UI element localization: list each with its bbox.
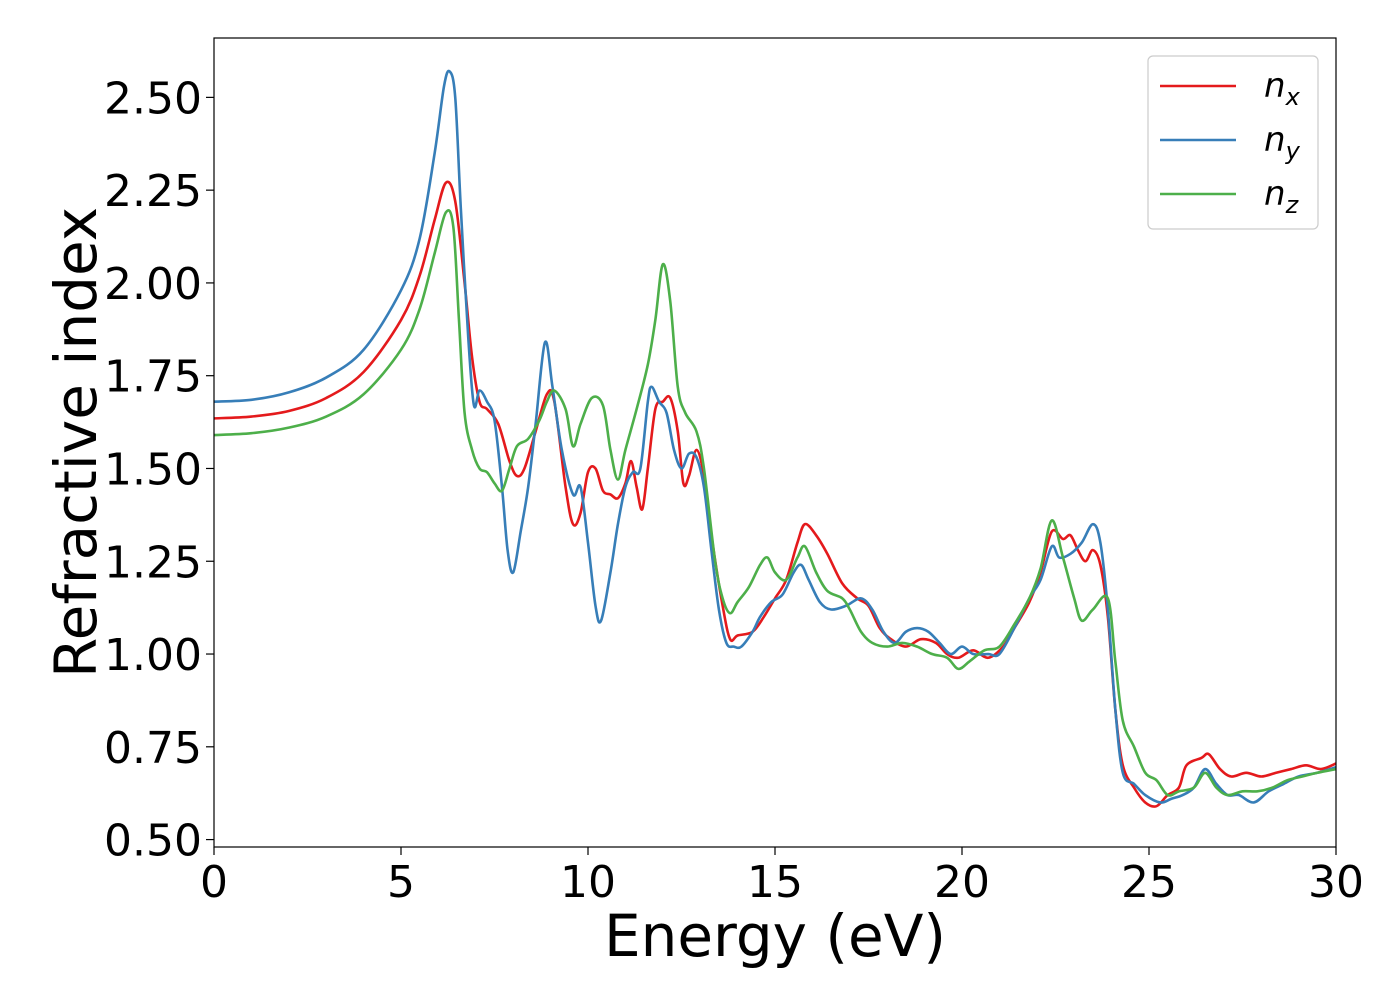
x-axis-title: Energy (eV) xyxy=(604,902,946,970)
x-tick-label: 25 xyxy=(1121,857,1177,908)
x-tick-label: 10 xyxy=(560,857,616,908)
x-axis-ticks: 0 5 10 15 20 25 30 xyxy=(200,847,1364,908)
y-axis-title: Refractive index xyxy=(42,207,110,678)
series-line-nz xyxy=(213,209,1337,797)
x-tick-label: 5 xyxy=(387,857,415,908)
x-tick-label: 30 xyxy=(1308,857,1364,908)
y-tick-label: 2.25 xyxy=(104,166,202,217)
y-axis-ticks: 0.50 0.75 1.00 1.25 1.50 1.75 2.00 2.25 2.50 xyxy=(104,73,214,867)
y-tick-label: 2.50 xyxy=(104,73,202,124)
series-layer xyxy=(213,69,1337,808)
x-tick-label: 20 xyxy=(934,857,990,908)
x-tick-label: 15 xyxy=(747,857,803,908)
y-tick-label: 1.75 xyxy=(104,352,202,403)
y-tick-label: 1.00 xyxy=(104,630,202,681)
x-tick-label: 0 xyxy=(200,857,228,908)
y-tick-label: 1.50 xyxy=(104,444,202,495)
y-tick-label: 0.50 xyxy=(104,816,202,867)
y-tick-label: 0.75 xyxy=(104,723,202,774)
y-tick-label: 2.00 xyxy=(104,259,202,310)
y-tick-label: 1.25 xyxy=(104,537,202,588)
series-line-ny xyxy=(213,69,1337,804)
legend-box xyxy=(1147,55,1319,230)
